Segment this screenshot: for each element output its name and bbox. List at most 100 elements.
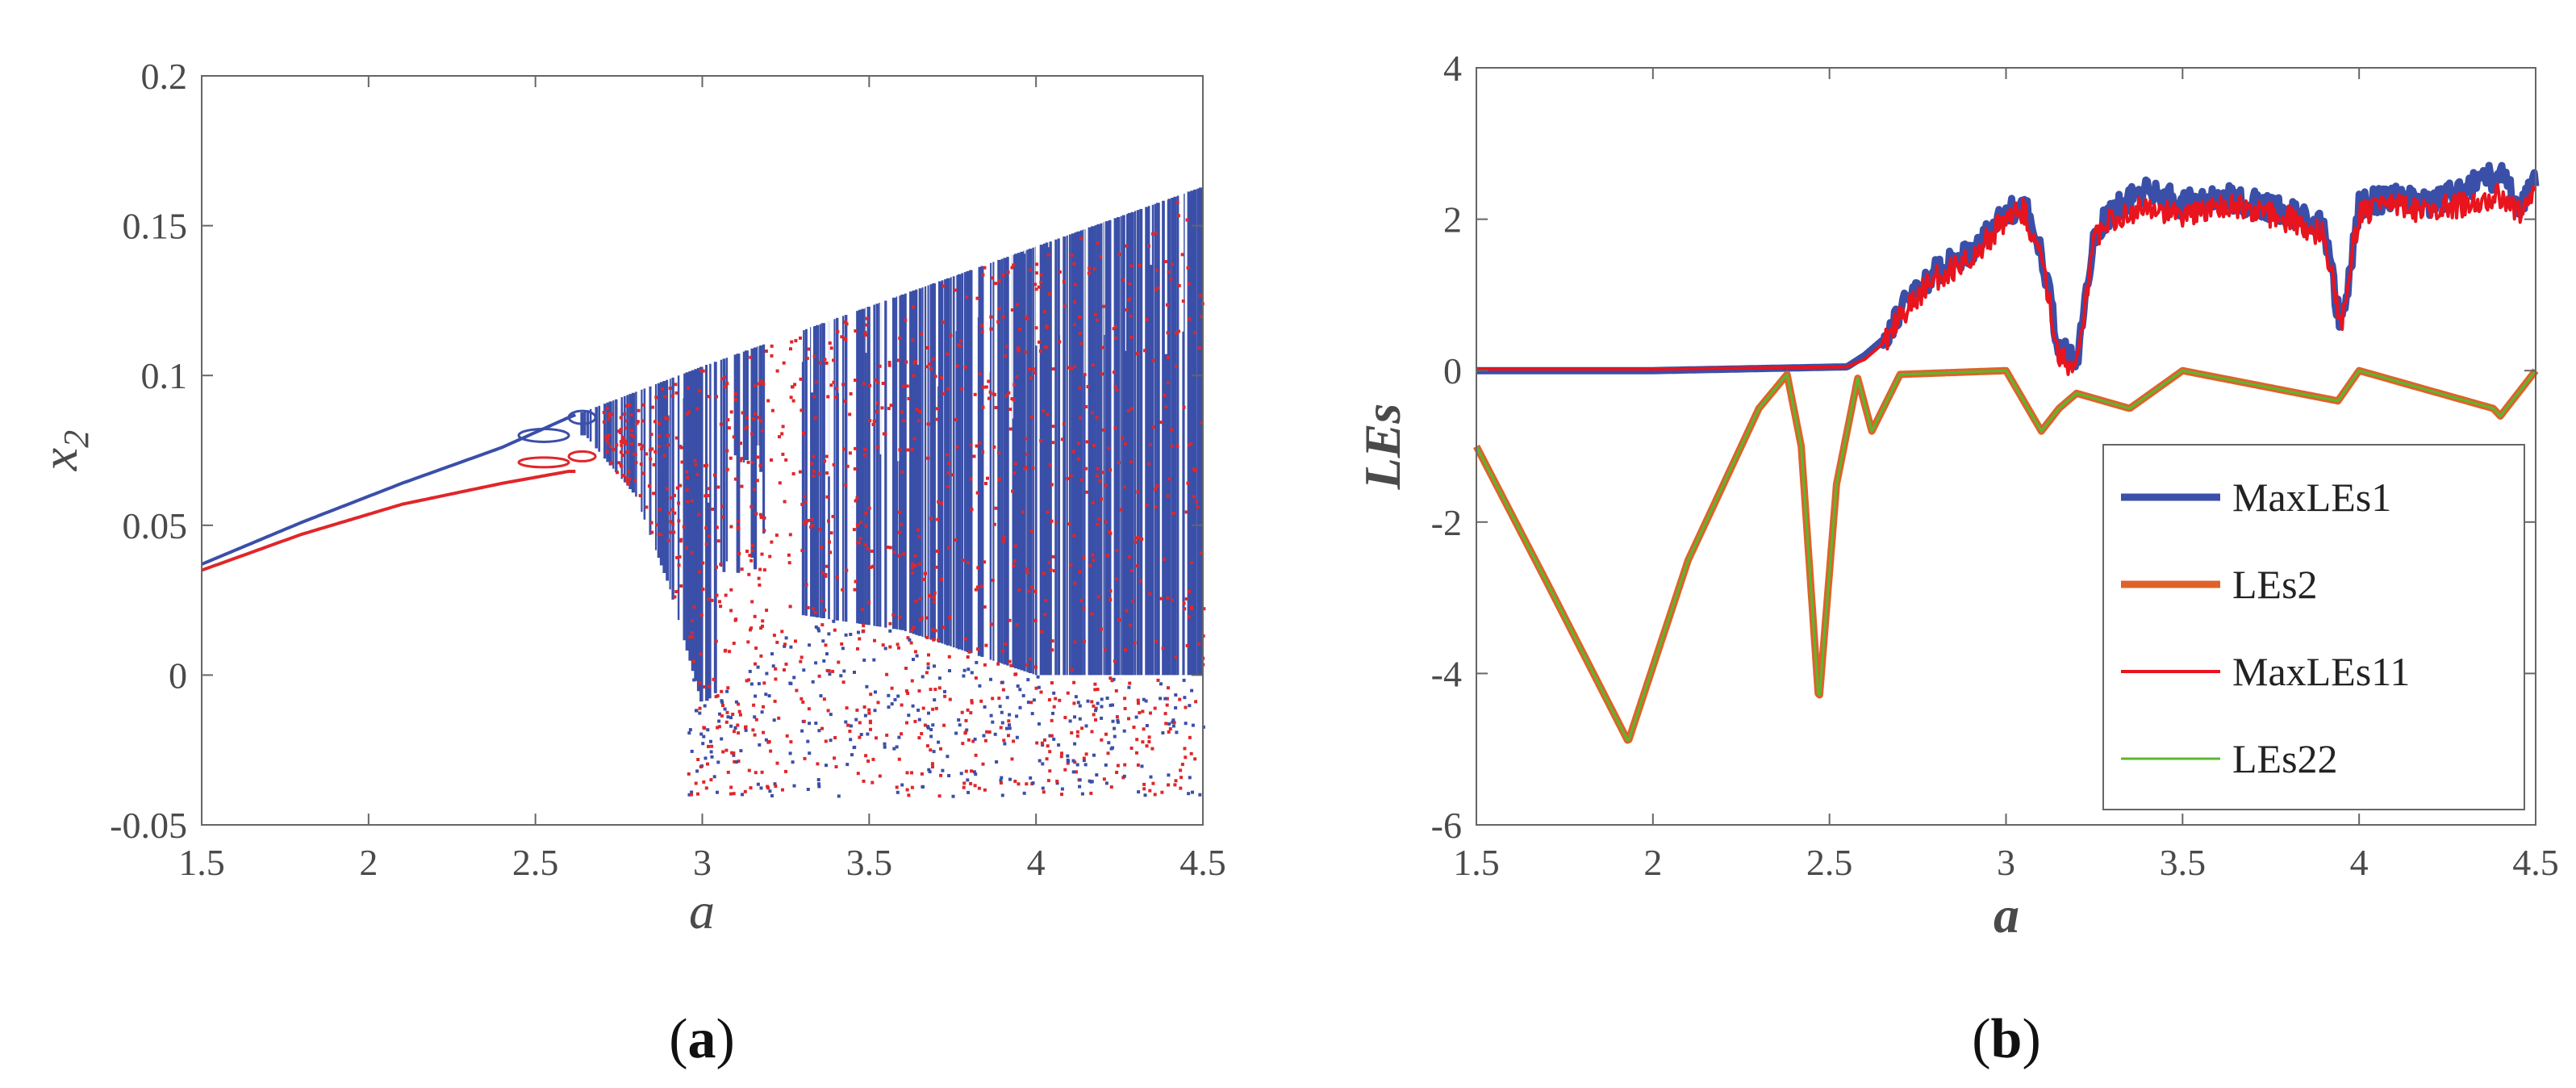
a-sparse-point <box>983 663 987 667</box>
a-red-point <box>925 616 929 620</box>
a-sparse-point <box>699 732 703 736</box>
a-sparse-point <box>1100 738 1104 742</box>
a-sparse-point <box>1198 793 1202 797</box>
a-sparse-point <box>900 703 904 707</box>
a-red-point <box>788 605 792 609</box>
a-sparse-point <box>1142 697 1146 701</box>
a-red-point <box>690 631 694 635</box>
a-sparse-point <box>710 744 714 748</box>
a-red-point <box>620 443 624 447</box>
a-sparse-point <box>1128 681 1132 685</box>
a-red-point <box>1011 489 1015 493</box>
a-red-point <box>1165 303 1169 307</box>
a-red-point <box>840 335 844 339</box>
a-red-point <box>678 445 683 448</box>
a-red-point <box>829 383 833 387</box>
a-red-point <box>994 406 998 409</box>
a-red-point <box>1154 231 1159 235</box>
a-red-point <box>836 329 840 333</box>
a-sparse-point <box>927 711 930 715</box>
a-sparse-point <box>1082 756 1086 760</box>
a-red-point <box>609 412 613 416</box>
a-sparse-point <box>789 645 793 649</box>
a-red-point <box>997 279 1001 283</box>
a-red-point <box>862 382 866 386</box>
a-sparse-point <box>1184 722 1188 726</box>
a-red-point <box>711 507 714 511</box>
a-red-point <box>931 357 935 361</box>
a-red-point <box>958 345 962 349</box>
a-sparse-point <box>1167 730 1171 734</box>
a-red-point <box>727 426 731 430</box>
a-red-point <box>1171 262 1175 266</box>
a-sparse-point <box>1008 777 1012 781</box>
a-red-point <box>718 600 721 604</box>
a-red-point <box>936 517 940 521</box>
a-sparse-point <box>939 747 942 751</box>
a-red-point <box>855 523 859 527</box>
a-sparse-point <box>872 658 876 662</box>
a-red-point <box>875 410 879 413</box>
a-red-point <box>829 531 833 535</box>
a-red-point <box>814 380 818 384</box>
a-red-point <box>1185 643 1189 647</box>
a-sparse-point <box>1150 747 1154 751</box>
a-sparse-point <box>904 667 908 670</box>
a-sparse-point <box>721 704 724 707</box>
a-red-point <box>983 560 987 564</box>
a-red-point <box>1117 617 1121 621</box>
a-sparse-point <box>1096 688 1100 692</box>
a-sparse-point <box>839 674 843 678</box>
a-red-point <box>1166 494 1170 498</box>
a-red-point <box>843 320 847 324</box>
a-red-point <box>607 412 611 416</box>
a-sparse-point <box>866 760 870 763</box>
panel-a-ylabel-subscript: 2 <box>56 430 96 448</box>
a-red-point <box>1012 263 1016 267</box>
a-sparse-point <box>966 708 970 712</box>
a-red-point <box>724 385 728 389</box>
a-sparse-point <box>1015 714 1019 718</box>
a-sparse-point <box>1179 776 1184 780</box>
a-sparse-point <box>716 694 720 698</box>
a-sparse-point <box>817 674 821 678</box>
a-sparse-point <box>971 739 975 743</box>
a-red-point <box>1084 404 1088 408</box>
a-sparse-point <box>1114 688 1118 693</box>
a-upper-branch <box>201 413 577 566</box>
a-red-point <box>941 320 946 324</box>
a-red-point <box>729 456 733 460</box>
a-sparse-point <box>1189 751 1193 755</box>
a-sparse-point <box>983 739 987 743</box>
a-sparse-point <box>814 722 818 725</box>
a-red-point <box>979 584 983 588</box>
a-sparse-point <box>1109 785 1113 789</box>
a-red-point <box>1100 471 1104 475</box>
a-sparse-point <box>814 625 818 629</box>
a-sparse-point <box>1075 763 1079 767</box>
a-red-point <box>1090 612 1094 616</box>
a-sparse-point <box>1050 718 1054 722</box>
a-sparse-point <box>1041 743 1045 747</box>
a-red-point <box>845 568 849 572</box>
a-sparse-point <box>964 718 968 722</box>
a-red-point <box>912 305 915 309</box>
a-sparse-point <box>759 786 763 790</box>
a-red-point <box>1127 299 1130 302</box>
a-red-point <box>1090 411 1094 415</box>
a-sparse-point <box>712 775 716 779</box>
a-ytick-label: 0.2 <box>141 56 188 97</box>
a-red-point <box>1012 383 1017 387</box>
a-sparse-point <box>747 768 751 772</box>
a-red-point <box>673 595 677 599</box>
a-red-point <box>1039 273 1043 277</box>
a-red-point <box>1131 599 1134 603</box>
a-red-point <box>1051 425 1055 429</box>
a-red-point <box>707 534 711 538</box>
a-sparse-point <box>983 705 987 709</box>
a-sparse-point <box>1129 747 1134 750</box>
a-red-point <box>1000 649 1004 653</box>
a-sparse-point <box>811 680 815 684</box>
